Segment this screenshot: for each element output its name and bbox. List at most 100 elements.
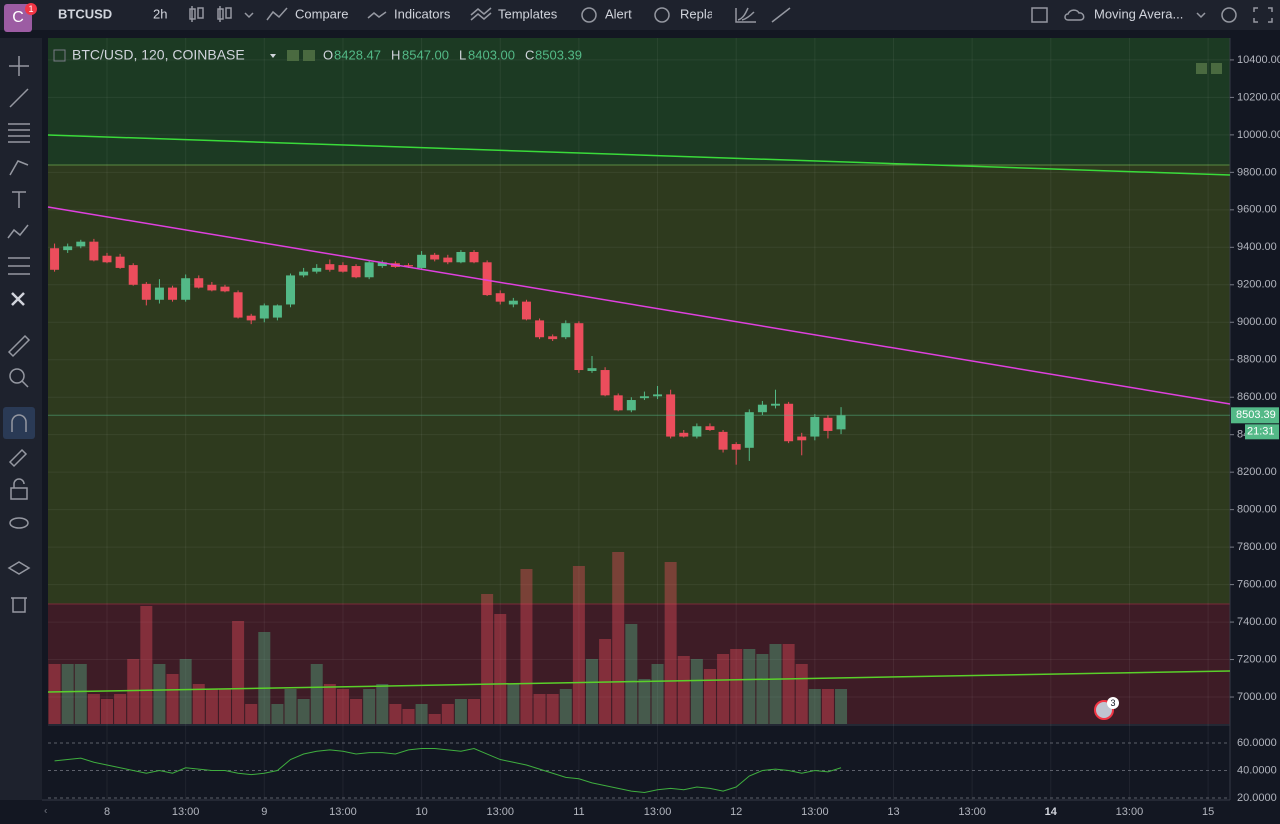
- interval[interactable]: 2h: [153, 6, 167, 21]
- y-tick-label: 7000.00: [1237, 691, 1277, 703]
- replay-button[interactable]: Repla: [680, 6, 715, 21]
- fib-icon[interactable]: [735, 7, 756, 23]
- volume-bar: [389, 704, 402, 724]
- legend-btn[interactable]: [303, 50, 315, 61]
- candle-body: [574, 323, 584, 371]
- rsi-tick-label: 20.0000: [1237, 792, 1277, 804]
- candle-body: [299, 271, 309, 276]
- layout-icon[interactable]: [1031, 7, 1048, 23]
- drawing-tools[interactable]: [7, 56, 31, 388]
- volume-bar: [507, 684, 520, 724]
- alert-button[interactable]: Alert: [605, 6, 632, 21]
- fullscreen-icon[interactable]: [1253, 7, 1273, 23]
- candle-body: [207, 284, 217, 291]
- collapse-icon[interactable]: [53, 49, 66, 62]
- cloud-icon: [1064, 9, 1085, 21]
- symbol[interactable]: BTCUSD: [58, 6, 112, 21]
- volume-bar: [769, 644, 782, 724]
- indicators-icon: [367, 11, 387, 19]
- candle-body: [102, 255, 112, 263]
- event-count: 3: [1110, 698, 1115, 708]
- candle-body: [325, 264, 335, 270]
- pane-btn[interactable]: [1211, 63, 1222, 74]
- candle-body: [351, 266, 361, 278]
- volume-bar: [481, 594, 494, 724]
- indicators-button[interactable]: Indicators: [394, 6, 451, 21]
- candle-body: [220, 286, 230, 292]
- more-tools[interactable]: [7, 414, 31, 613]
- candle-body: [272, 305, 282, 318]
- candle-body: [482, 262, 492, 296]
- y-tick-label: 8000.00: [1237, 504, 1277, 516]
- volume-bar: [48, 664, 61, 724]
- volume-bar: [454, 699, 467, 724]
- legend-btn[interactable]: [287, 50, 299, 61]
- candle-icons[interactable]: [189, 6, 254, 22]
- ohlc-value: 8403.00: [468, 47, 515, 62]
- x-tick-label: 14: [1045, 806, 1058, 818]
- volume-bar: [546, 694, 559, 724]
- volume-bar: [114, 694, 127, 724]
- volume-bar: [271, 704, 284, 724]
- legend-title[interactable]: BTC/USD, 120, COINBASE: [72, 47, 245, 63]
- volume-bar: [533, 694, 546, 724]
- y-tick-label: 9000.00: [1237, 316, 1277, 328]
- volume-bar: [821, 689, 834, 724]
- ohlc-label: H: [391, 47, 400, 62]
- x-tick-label: 15: [1202, 806, 1214, 818]
- templates-button[interactable]: Templates: [498, 6, 558, 21]
- compare-button[interactable]: Compare: [295, 6, 348, 21]
- y-tick-label: 9600.00: [1237, 204, 1277, 216]
- volume-bar: [127, 659, 140, 724]
- trend-line[interactable]: [47, 670, 1231, 693]
- symbol-legend: BTC/USD, 120, COINBASE O 8428.47 H 8547.…: [53, 47, 582, 63]
- x-tick-label: 13:00: [329, 806, 357, 818]
- rsi-tick-label: 40.0000: [1237, 764, 1277, 776]
- settings-icon[interactable]: [1221, 7, 1237, 23]
- volume-bar: [363, 689, 376, 724]
- time-axis: [42, 800, 1280, 824]
- candle-body: [679, 432, 689, 437]
- trend-icon[interactable]: [771, 7, 791, 23]
- pane-btn[interactable]: [1196, 63, 1207, 74]
- candle-body: [469, 251, 479, 263]
- zone-upper: [48, 38, 1230, 165]
- trend-line[interactable]: [47, 206, 1231, 405]
- volume-bar: [690, 659, 703, 724]
- event-badge: [1107, 697, 1119, 709]
- compare-icon: [266, 7, 288, 21]
- y-tick-label: 9200.00: [1237, 279, 1277, 291]
- volume-bar: [559, 689, 572, 724]
- volume-bar: [717, 654, 730, 724]
- candle-body: [521, 301, 531, 320]
- y-tick-label: 7600.00: [1237, 578, 1277, 590]
- scroll-left[interactable]: ‹: [44, 806, 47, 817]
- ohlc-label: L: [459, 47, 466, 62]
- candle-body: [128, 265, 138, 285]
- magnet-active[interactable]: [3, 407, 35, 439]
- y-tick-label: 10200.00: [1237, 91, 1280, 103]
- ohlc-value: 8547.00: [402, 47, 449, 62]
- candle-body: [194, 278, 204, 288]
- candle-body: [692, 426, 702, 437]
- trend-line[interactable]: [47, 134, 1231, 176]
- ohlc-label: O: [323, 47, 333, 62]
- candle-body: [653, 394, 663, 397]
- candle-body: [246, 315, 256, 321]
- candle-body: [89, 241, 99, 261]
- candle-body: [364, 262, 374, 278]
- volume-bar: [756, 654, 769, 724]
- candle-body: [456, 251, 466, 263]
- candle-body: [561, 323, 571, 338]
- indicator-select[interactable]: Moving Avera...: [1094, 6, 1183, 21]
- y-tick-label: 7800.00: [1237, 541, 1277, 553]
- volume-bar: [323, 684, 336, 724]
- volume-bar: [520, 569, 533, 724]
- avatar[interactable]: [4, 4, 32, 32]
- candle-body: [757, 404, 767, 413]
- x-tick-label: 13:00: [486, 806, 514, 818]
- candle-body: [810, 416, 820, 437]
- x-tick-label: 8: [104, 806, 110, 818]
- volume-bar: [245, 704, 258, 724]
- y-tick-label: 8200.00: [1237, 466, 1277, 478]
